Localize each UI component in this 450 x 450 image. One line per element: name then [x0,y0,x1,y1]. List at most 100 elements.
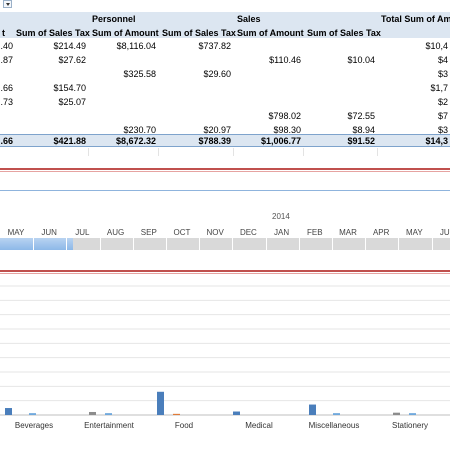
category-bar-chart [0,285,450,416]
timeline-tick [232,238,234,250]
timeline-tick [265,238,267,250]
timeline-month-label[interactable]: SEP [140,228,157,237]
grand-total-cell[interactable]: $421.88 [53,136,86,146]
pivot-cell[interactable]: .87 [0,55,13,65]
pivot-cell[interactable]: $110.46 [269,55,301,65]
category-label: Stationery [391,421,429,430]
pivot-cell[interactable]: $10,4 [425,41,448,51]
col-header-sales-tax-2: Sum of Sales Tax [162,28,236,38]
bar-miscellaneous-s3 [333,413,340,415]
col-header-amount-1: t [2,28,5,38]
category-label: Miscellaneous [308,421,360,430]
timeline-month-label[interactable]: JUL [75,228,90,237]
pivot-cell[interactable]: $27.62 [58,55,86,65]
header-total: Total Sum of Am [381,14,450,24]
pivot-cell[interactable]: $2 [437,97,448,107]
pivot-cell[interactable]: $98.30 [273,125,301,135]
bar-beverages-s3 [29,413,36,415]
pivot-cell[interactable]: $214.49 [53,41,86,51]
bar-medical-s0 [233,411,240,415]
bar-food-s0 [157,391,164,415]
bar-miscellaneous-s0 [309,404,316,415]
timeline-month-label[interactable]: OCT [173,228,191,237]
timeline-tick [199,238,201,250]
grand-total-cell[interactable]: $1,006.77 [260,136,301,146]
pivot-cell[interactable]: $325.58 [123,69,156,79]
col-header-amount-3: Sum of Amount [237,28,304,38]
timeline-year-label: 2014 [272,212,290,221]
timeline-tick [365,238,367,250]
bar-entertainment-s3 [105,413,112,415]
pivot-cell[interactable]: $1,7 [430,83,448,93]
pivot-cell[interactable]: $72.55 [347,111,375,121]
timeline-tick [431,238,433,250]
timeline-month-label[interactable]: MAR [339,228,357,237]
timeline-tick [298,238,300,250]
gridline [88,148,89,156]
category-label: Food [174,421,194,430]
timeline-month-label[interactable]: NOV [206,228,224,237]
timeline-month-label[interactable]: JAN [274,228,290,237]
timeline-month-label[interactable]: AUG [106,228,125,237]
grand-total-cell[interactable]: .66 [0,136,13,146]
pivot-cell[interactable]: $154.70 [53,83,86,93]
timeline-bar[interactable] [0,238,450,250]
slicer-border-bottom [0,270,450,272]
timeline-month-label[interactable]: FEB [307,228,323,237]
grand-total-cell[interactable]: $788.39 [198,136,231,146]
timeline-tick [132,238,134,250]
pivot-cell[interactable]: .40 [0,41,13,51]
slicer-border-top-shadow [0,171,450,172]
filter-dropdown-icon[interactable] [3,0,12,8]
col-header-amount-2: Sum of Amount [92,28,159,38]
timeline-month-label[interactable]: MAY [7,228,25,237]
pivot-cell[interactable]: $29.60 [203,69,231,79]
timeline-tick [332,238,333,250]
timeline-month-label[interactable]: JUN [41,228,57,237]
bar-entertainment-s1 [89,411,96,415]
slicer-border-bottom-shadow [0,273,450,274]
bar-beverages-s0 [5,408,12,415]
bar-food-s2 [173,413,180,415]
pivot-cell[interactable]: $8.94 [352,125,375,135]
bar-stationery-s3 [409,413,416,415]
pivot-cell[interactable]: $798.02 [268,111,301,121]
header-personnel: Personnel [92,14,136,24]
pivot-cell[interactable]: $20.97 [203,125,231,135]
timeline-tick [33,238,35,250]
col-header-sales-tax-1: Sum of Sales Tax [16,28,90,38]
pivot-cell[interactable]: .73 [0,97,13,107]
pivot-cell[interactable]: $7 [437,111,448,121]
timeline-tick [398,238,400,250]
timeline-month-label[interactable]: DEC [239,228,257,237]
timeline-month-label[interactable]: JUN [439,228,450,237]
pivot-cell[interactable]: $737.82 [198,41,231,51]
pivot-cell[interactable]: $25.07 [58,97,86,107]
bar-stationery-s1 [393,412,400,415]
timeline-month-label[interactable]: MAY [406,228,423,237]
timeline-selection[interactable] [0,238,73,250]
pivot-cell[interactable]: $3 [437,125,448,135]
header-sales: Sales [237,14,261,24]
pivot-cell[interactable]: $10.04 [347,55,375,65]
timeline-slicer[interactable]: 2014 [0,205,450,255]
gridline [377,148,378,156]
timeline-tick [99,238,101,250]
category-label: Medical [245,421,273,430]
timeline-month-label[interactable]: APR [372,228,390,237]
pivot-cell[interactable]: $4 [437,55,448,65]
pivot-cell[interactable]: $230.70 [123,125,156,135]
category-label: Beverages [14,421,54,430]
timeline-top-border [0,190,450,191]
grand-total-cell[interactable]: $14,3 [425,136,448,146]
grand-total-cell[interactable]: $91.52 [347,136,375,146]
grand-total-cell[interactable]: $8,672.32 [115,136,156,146]
gridline [158,148,159,156]
pivot-cell[interactable]: $8,116.04 [116,41,156,51]
gridline [303,148,304,156]
category-label: Entertainment [84,421,134,430]
pivot-cell[interactable]: $3 [437,69,448,79]
timeline-tick [66,238,68,250]
pivot-cell[interactable]: .66 [0,83,13,93]
col-header-sales-tax-3: Sum of Sales Tax [307,28,381,38]
